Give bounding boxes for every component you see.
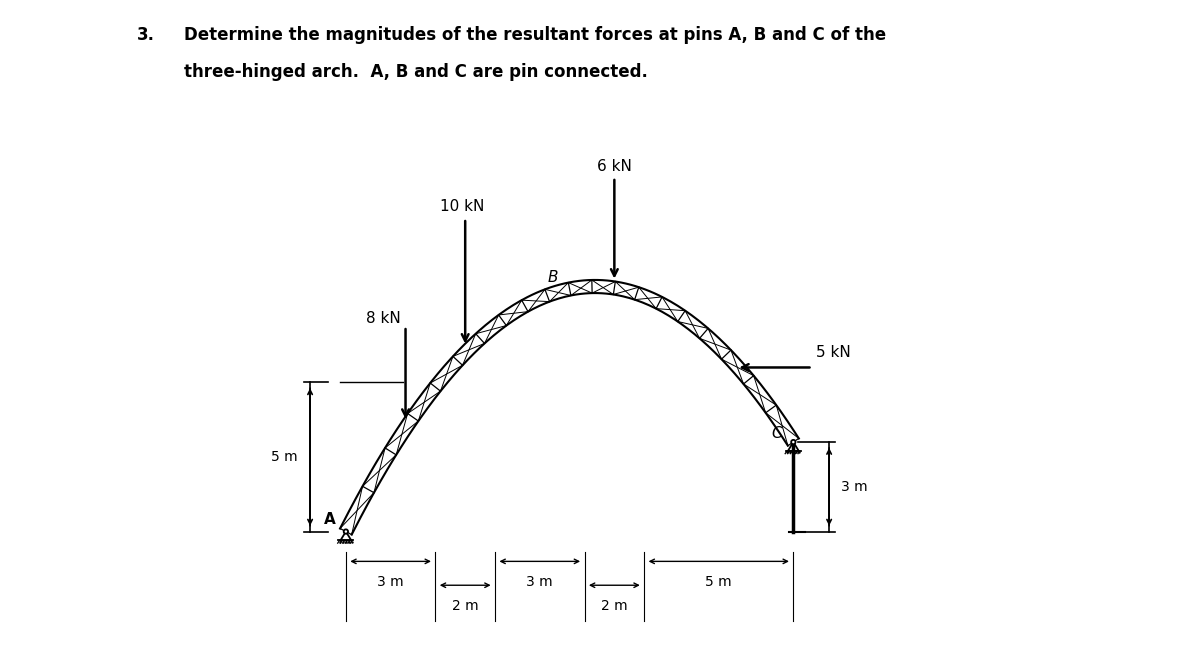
Text: 2 m: 2 m <box>452 599 478 612</box>
Circle shape <box>344 529 348 534</box>
Text: 3 m: 3 m <box>377 575 404 589</box>
Text: 2 m: 2 m <box>601 599 628 612</box>
Text: B: B <box>548 269 558 284</box>
Text: 10 kN: 10 kN <box>440 199 484 214</box>
Circle shape <box>792 440 795 444</box>
Text: 5 m: 5 m <box>705 575 732 589</box>
Text: 8 kN: 8 kN <box>366 312 400 326</box>
Text: 3 m: 3 m <box>842 480 868 494</box>
Text: Determine the magnitudes of the resultant forces at pins A, B and C of the: Determine the magnitudes of the resultan… <box>184 26 887 44</box>
Text: three-hinged arch.  A, B and C are pin connected.: three-hinged arch. A, B and C are pin co… <box>184 63 648 81</box>
Text: C: C <box>772 426 782 441</box>
Text: 5 kN: 5 kN <box>815 345 851 360</box>
Text: 3.: 3. <box>137 26 154 44</box>
Text: 5 m: 5 m <box>272 450 298 464</box>
Text: 6 kN: 6 kN <box>597 159 631 174</box>
Text: 3 m: 3 m <box>527 575 553 589</box>
Text: A: A <box>324 512 336 527</box>
